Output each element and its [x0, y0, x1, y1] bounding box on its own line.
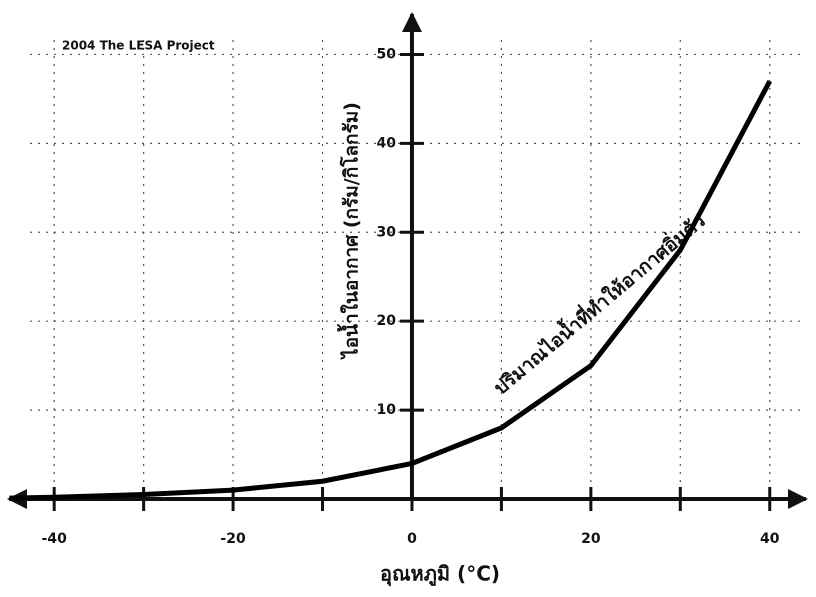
x-tick-label: 20 [581, 531, 601, 547]
x-tick-label: 40 [760, 531, 780, 547]
y-tick-label: 40 [376, 135, 396, 151]
x-tick-label: -40 [42, 531, 68, 547]
y-tick-label: 50 [376, 46, 396, 62]
x-tick-label: 0 [407, 531, 417, 547]
x-axis-label: อุณหภูมิ (°C) [380, 562, 500, 588]
copyright: 2004 The LESA Project [62, 39, 215, 53]
curve [9, 79, 772, 501]
y-tick-label: 20 [376, 313, 396, 329]
y-axis-label: ไอน้ำในอากาศ (กรัม/กิโลกรัม) [337, 102, 363, 360]
x-tick-label: -20 [220, 531, 246, 547]
y-tick-label: 10 [376, 402, 396, 418]
y-tick-label: 30 [376, 224, 396, 240]
